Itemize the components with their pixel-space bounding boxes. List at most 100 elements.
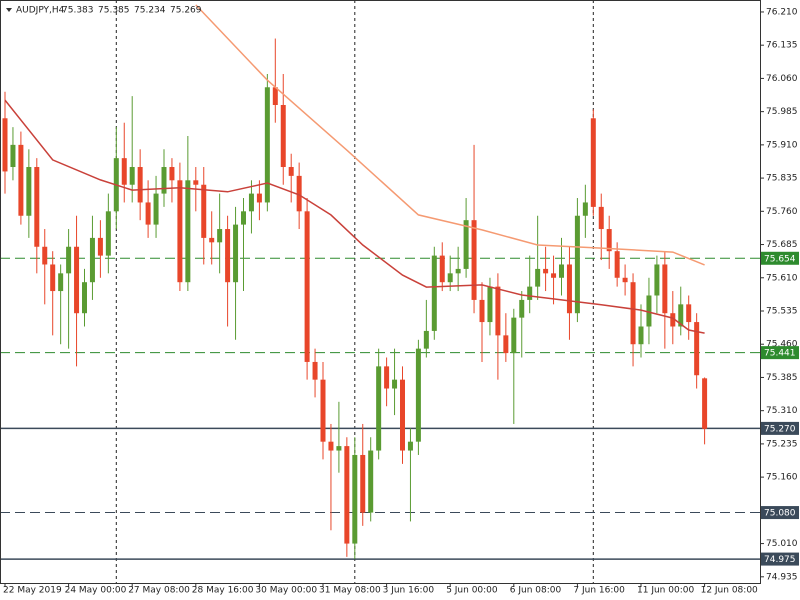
candle-body xyxy=(18,144,24,216)
candle-body xyxy=(248,193,254,212)
candle-body xyxy=(400,379,405,451)
y-tick-label: 76.210 xyxy=(766,7,798,17)
y-tick-label: 75.535 xyxy=(766,306,798,316)
candle-body xyxy=(511,317,517,354)
y-tick-label: 75.010 xyxy=(766,539,798,549)
candle-body xyxy=(121,158,127,185)
x-tick-label: 6 Jun 08:00 xyxy=(510,586,562,596)
y-tick-label: 75.685 xyxy=(766,240,798,250)
candle-body xyxy=(336,446,342,451)
candle-body xyxy=(574,215,580,314)
y-tick-label: 76.060 xyxy=(766,74,798,84)
x-tick-label: 24 May 00:00 xyxy=(65,586,127,596)
candle-body xyxy=(439,255,445,283)
x-tick-label: 31 May 08:00 xyxy=(319,586,381,596)
candle-body xyxy=(606,229,612,252)
y-tick-label: 75.160 xyxy=(766,473,798,483)
candle-body xyxy=(66,246,72,274)
x-tick-label: 27 May 08:00 xyxy=(128,586,190,596)
candle-body xyxy=(702,378,708,429)
candle-body xyxy=(280,104,286,168)
plot-area xyxy=(0,0,760,583)
candle-body xyxy=(582,202,588,216)
candle-body xyxy=(463,220,469,269)
candle-body xyxy=(392,379,398,389)
candle-body xyxy=(646,295,652,327)
level-label: 75.441 xyxy=(764,349,796,359)
candle-body xyxy=(471,220,477,300)
candle-body xyxy=(320,379,326,442)
candle-body xyxy=(407,441,413,451)
candle-body xyxy=(233,224,239,283)
candle-body xyxy=(185,180,191,283)
header-value: 75.385 xyxy=(98,6,130,16)
level-label-bg xyxy=(761,346,799,360)
candle-body xyxy=(272,87,278,105)
level-label: 74.975 xyxy=(764,555,796,565)
candle-body xyxy=(376,366,382,451)
candle-body xyxy=(368,450,374,513)
candle-body xyxy=(598,206,604,230)
candle-body xyxy=(519,299,525,318)
candle-body xyxy=(2,118,8,172)
level-label-bg xyxy=(761,421,799,435)
x-tick-label: 5 Jun 00:00 xyxy=(446,586,498,596)
candle-body xyxy=(42,246,48,265)
x-tick-label: 30 May 00:00 xyxy=(255,586,317,596)
y-tick-label: 75.835 xyxy=(766,174,798,184)
candle-body xyxy=(193,180,199,185)
candle-body xyxy=(296,175,302,212)
candle-body xyxy=(34,167,40,247)
level-label: 75.654 xyxy=(764,254,796,264)
level-label-bg xyxy=(761,251,799,265)
candle-body xyxy=(217,229,223,243)
candle-body xyxy=(177,180,183,283)
candle-body xyxy=(105,211,111,256)
y-tick-label: 74.935 xyxy=(766,572,798,582)
candle-body xyxy=(201,184,207,238)
candle-body xyxy=(352,454,358,544)
candle-body xyxy=(431,255,437,331)
candle-body xyxy=(89,237,95,283)
candle-body xyxy=(535,268,541,287)
plot-border xyxy=(0,0,761,584)
candle-body xyxy=(312,361,318,380)
x-tick-label: 7 Jun 16:00 xyxy=(573,586,625,596)
header-value: 75.234 xyxy=(134,6,166,16)
candle-body xyxy=(590,118,596,207)
candle-body xyxy=(487,286,493,323)
candle-body xyxy=(622,277,628,283)
menu-icon xyxy=(6,8,12,12)
candle-body xyxy=(137,167,143,203)
candle-body xyxy=(479,299,485,323)
candle-body xyxy=(559,264,564,278)
candle-body xyxy=(415,348,421,442)
candle-body xyxy=(543,268,549,274)
candle-body xyxy=(455,268,461,274)
candle-body xyxy=(654,264,660,296)
level-label: 75.080 xyxy=(764,509,796,519)
candle-body xyxy=(447,273,453,283)
candle-body xyxy=(82,282,87,314)
candle-body xyxy=(264,87,270,203)
candle-body xyxy=(384,366,390,389)
candle-body xyxy=(10,144,16,168)
candle-body xyxy=(527,286,533,300)
header-value: 75.383 xyxy=(62,6,94,16)
y-tick-label: 75.235 xyxy=(766,439,798,449)
header-value: 75.269 xyxy=(170,6,202,16)
candle-body xyxy=(503,335,509,354)
candle-body xyxy=(328,441,334,451)
candle-body xyxy=(161,167,167,194)
x-tick-label: 12 Jun 08:00 xyxy=(701,586,758,596)
candle-body xyxy=(97,237,103,256)
symbol: AUDJPY,H4 xyxy=(16,6,65,16)
candle-body xyxy=(169,167,175,181)
x-tick-label: 22 May 2019 xyxy=(3,586,62,596)
candle-body xyxy=(495,286,501,336)
x-tick-label: 28 May 16:00 xyxy=(192,586,254,596)
candle-body xyxy=(638,326,644,345)
moving-average xyxy=(195,4,705,266)
